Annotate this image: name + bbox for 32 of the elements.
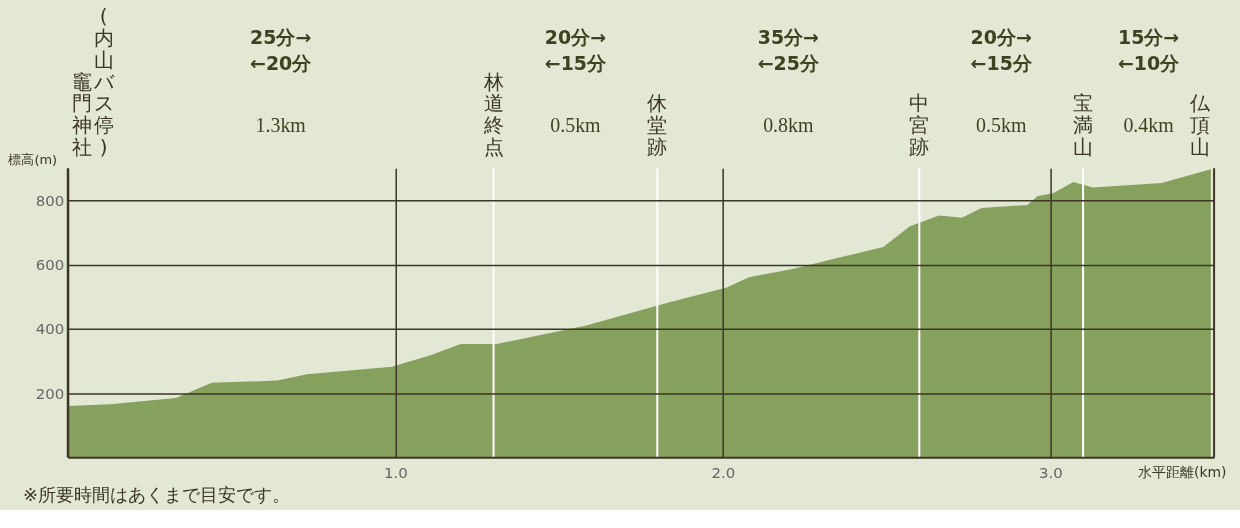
text: ←15分 bbox=[970, 51, 1033, 74]
text: 0.5km bbox=[976, 114, 1027, 137]
x-axis-title: 水平距離(km) bbox=[1138, 463, 1227, 480]
text: 0.4km bbox=[1123, 114, 1175, 137]
ref-line-label: 林道終点 bbox=[482, 70, 504, 160]
text: ←15分 bbox=[544, 51, 608, 74]
text: 35分→ bbox=[757, 25, 819, 48]
y-tick-label: 600 bbox=[35, 256, 65, 275]
text: (内山バス停) bbox=[92, 4, 115, 160]
text: 15分→ bbox=[1117, 25, 1180, 48]
x-tick-label: 3.0 bbox=[1038, 463, 1063, 482]
text: 25分→ bbox=[250, 25, 312, 48]
ref-line-label: 竈門神社 bbox=[71, 70, 92, 160]
text: 0.8km bbox=[763, 114, 814, 137]
text: 0.5km bbox=[550, 114, 602, 137]
text: ←10分 bbox=[1117, 51, 1181, 74]
x-tick-label: 2.0 bbox=[711, 463, 736, 482]
y-axis-title: 標高(m) bbox=[8, 151, 58, 167]
x-tick-label: 1.0 bbox=[383, 463, 408, 482]
ref-line-label: 宝満山 bbox=[1073, 92, 1094, 160]
y-tick-label: 200 bbox=[35, 384, 65, 403]
text: 1.3km bbox=[255, 114, 307, 137]
text: 20分→ bbox=[544, 25, 607, 48]
ref-line-label: 中宮跡 bbox=[909, 92, 930, 160]
y-tick-label: 800 bbox=[35, 191, 65, 210]
text: ←25分 bbox=[757, 51, 820, 74]
y-tick-label: 400 bbox=[35, 320, 65, 339]
text: ※所要時間はあくまで目安です。 bbox=[22, 484, 290, 506]
ref-line-label: 休堂跡 bbox=[647, 92, 668, 160]
ref-line-label: 仏頂山 bbox=[1189, 92, 1212, 160]
text: ←20分 bbox=[250, 51, 313, 74]
text: 20分→ bbox=[970, 25, 1032, 48]
